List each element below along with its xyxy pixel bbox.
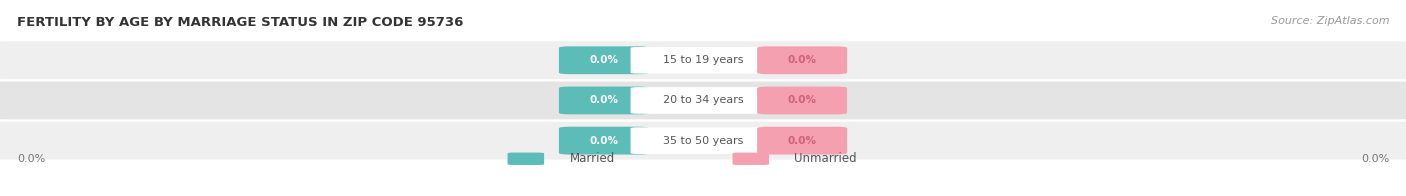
FancyBboxPatch shape [560,87,648,114]
FancyBboxPatch shape [560,127,648,154]
FancyBboxPatch shape [508,152,544,165]
FancyBboxPatch shape [630,87,776,114]
Text: Married: Married [569,152,614,165]
Text: 0.0%: 0.0% [787,55,817,65]
Text: FERTILITY BY AGE BY MARRIAGE STATUS IN ZIP CODE 95736: FERTILITY BY AGE BY MARRIAGE STATUS IN Z… [17,16,463,29]
Text: 0.0%: 0.0% [1361,154,1389,164]
Text: 0.0%: 0.0% [589,136,619,146]
Text: 0.0%: 0.0% [787,136,817,146]
Text: 15 to 19 years: 15 to 19 years [662,55,744,65]
Text: Unmarried: Unmarried [794,152,858,165]
FancyBboxPatch shape [560,46,648,74]
Text: 0.0%: 0.0% [589,95,619,105]
Text: 35 to 50 years: 35 to 50 years [662,136,744,146]
Text: 0.0%: 0.0% [17,154,45,164]
Text: 0.0%: 0.0% [589,55,619,65]
Text: 0.0%: 0.0% [787,95,817,105]
FancyBboxPatch shape [0,41,1406,79]
Text: Source: ZipAtlas.com: Source: ZipAtlas.com [1271,16,1389,26]
FancyBboxPatch shape [756,46,846,74]
FancyBboxPatch shape [0,82,1406,119]
FancyBboxPatch shape [756,87,846,114]
FancyBboxPatch shape [0,122,1406,160]
FancyBboxPatch shape [630,47,776,74]
Text: 20 to 34 years: 20 to 34 years [662,95,744,105]
FancyBboxPatch shape [630,127,776,154]
FancyBboxPatch shape [733,152,769,165]
FancyBboxPatch shape [756,127,846,154]
